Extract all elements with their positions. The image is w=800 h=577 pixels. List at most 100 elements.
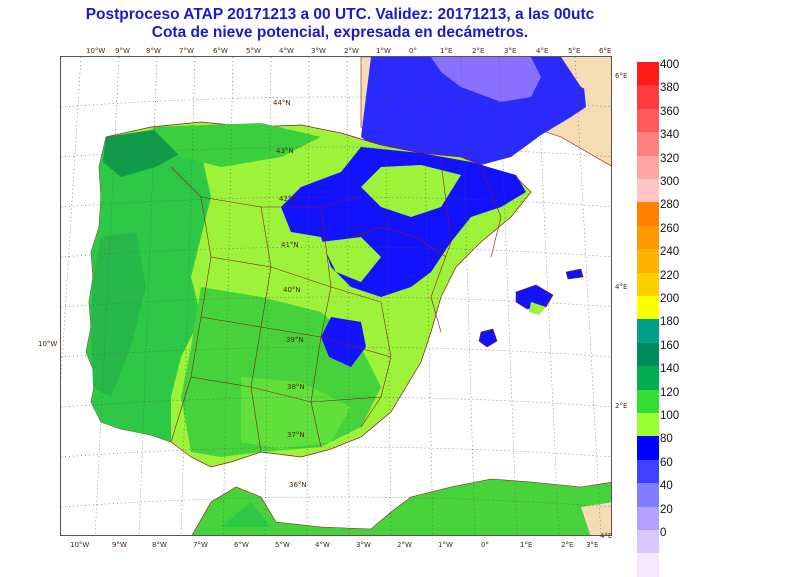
bottom-lon-label: 2°E — [561, 541, 574, 549]
colorbar-swatch — [637, 413, 659, 437]
colorbar-swatch — [637, 202, 659, 227]
colorbar-tick-label: 40 — [660, 480, 673, 493]
france-violet-zone — [431, 57, 541, 102]
colorbar-swatch — [637, 62, 659, 86]
top-lon-label: 1°W — [376, 47, 391, 55]
top-lon-label: 9°W — [115, 47, 130, 55]
ibiza — [478, 328, 498, 348]
colorbar-swatch — [637, 389, 659, 414]
colorbar-tick-label: 20 — [660, 503, 673, 516]
lat-label-36: 36°N — [289, 481, 307, 489]
colorbar-swatch — [637, 179, 659, 203]
lat-label-43: 43°N — [276, 147, 294, 155]
map-subtitle: Cota de nieve potencial, expresada en de… — [151, 24, 529, 41]
top-lon-label: 4°E — [536, 47, 549, 55]
bottom-lon-label: 9°W — [112, 541, 127, 549]
map-panel: 44°N 43°N 42°N 41°N 40°N 39°N 38°N 37°N … — [60, 56, 612, 536]
la-mancha-blue-zone — [321, 317, 366, 367]
colorbar-swatch — [637, 225, 659, 250]
colorbar-swatch — [637, 436, 659, 461]
colorbar-tick-label: 340 — [660, 129, 680, 142]
menorca — [565, 268, 584, 280]
colorbar-tick-label: 180 — [660, 316, 680, 329]
region-borders — [170, 160, 502, 453]
top-lon-label: 6°E — [599, 47, 612, 55]
graticule — [61, 57, 611, 535]
bottom-lon-label: 1°W — [438, 541, 453, 549]
top-lon-label: 7°W — [179, 47, 194, 55]
colorbar-swatch — [637, 319, 659, 344]
colorbar-swatch — [637, 85, 659, 110]
lat-label-38: 38°N — [287, 383, 305, 391]
right-lon-label: 2°E — [615, 402, 628, 410]
colorbar-tick-label: 240 — [660, 246, 680, 259]
colorbar — [637, 62, 659, 577]
colorbar-swatch — [637, 483, 659, 508]
colorbar-tick-label: 280 — [660, 199, 680, 212]
top-lon-label: 2°W — [344, 47, 359, 55]
colorbar-swatch — [637, 342, 659, 367]
colorbar-swatch — [637, 155, 659, 180]
bottom-lon-label: 6°W — [234, 541, 249, 549]
colorbar-tick-label: 0 — [660, 527, 667, 539]
colorbar-tick-label: 120 — [660, 386, 680, 399]
colorbar-tick-label: 200 — [660, 293, 680, 305]
left-lon-label: 10°W — [38, 340, 58, 348]
top-lon-label: 1°E — [440, 47, 453, 55]
bottom-lon-label: 4°W — [315, 541, 330, 549]
colorbar-swatch — [637, 272, 659, 297]
lat-label-44: 44°N — [273, 99, 291, 107]
top-lon-label: 10°W — [86, 47, 106, 55]
colorbar-tick-label: 360 — [660, 105, 680, 118]
colorbar-tick-label: 380 — [660, 82, 680, 95]
colorbar-swatch — [637, 530, 659, 554]
bottom-lon-label: 2°W — [397, 541, 412, 549]
top-lon-label: 6°W — [213, 47, 228, 55]
colorbar-swatch — [637, 296, 659, 320]
bottom-lon-label: 8°W — [152, 541, 167, 549]
colorbar-tick-label: 60 — [660, 456, 673, 469]
right-lon-label: 6°E — [615, 72, 628, 80]
bottom-lon-label: 0° — [481, 541, 489, 549]
colorbar-tick-label: 400 — [660, 59, 680, 71]
north-africa-land — [191, 478, 611, 535]
top-lon-label: 4°W — [279, 47, 294, 55]
colorbar-swatch — [637, 459, 659, 484]
top-lon-label: 8°W — [146, 47, 161, 55]
colorbar-tick-label: 80 — [660, 433, 673, 446]
lat-label-40: 40°N — [283, 286, 301, 294]
colorbar-swatch — [637, 132, 659, 157]
map-title: Postproceso ATAP 20171213 a 00 UTC. Vali… — [85, 6, 595, 23]
colorbar-tick-label: 320 — [660, 152, 680, 165]
colorbar-tick-label: 140 — [660, 363, 680, 376]
lat-label-42: 42°N — [279, 195, 297, 203]
colorbar-tick-label: 160 — [660, 339, 680, 352]
colorbar-tick-label: 300 — [660, 176, 680, 188]
bottom-lon-label: 3°W — [356, 541, 371, 549]
bottom-lon-label: 4°E — [600, 532, 613, 540]
lat-label-41: 41°N — [281, 241, 299, 249]
bottom-lon-label: 5°W — [275, 541, 290, 549]
colorbar-tick-label: 100 — [660, 410, 680, 422]
colorbar-swatch — [637, 108, 659, 133]
lat-label-37: 37°N — [287, 431, 305, 439]
colorbar-swatch — [637, 506, 659, 531]
top-lon-label: 3°E — [504, 47, 517, 55]
colorbar-swatch — [637, 366, 659, 391]
colorbar-tick-label: 260 — [660, 222, 680, 235]
top-lon-label: 3°W — [311, 47, 326, 55]
lat-label-39: 39°N — [286, 336, 304, 344]
top-lon-label: 0° — [409, 47, 417, 55]
bottom-lon-label: 7°W — [193, 541, 208, 549]
bottom-lon-label: 1°E — [520, 541, 533, 549]
colorbar-swatch — [637, 553, 659, 577]
top-lon-label: 5°E — [568, 47, 581, 55]
right-lon-label: 4°E — [615, 283, 628, 291]
bottom-lon-label: 3°E — [586, 541, 599, 549]
colorbar-swatch — [637, 249, 659, 274]
colorbar-tick-label: 220 — [660, 269, 680, 282]
bottom-lon-label: 10°W — [70, 541, 90, 549]
snow-level-map: 44°N 43°N 42°N 41°N 40°N 39°N 38°N 37°N … — [61, 57, 611, 535]
top-lon-label: 5°W — [246, 47, 261, 55]
top-lon-label: 2°E — [472, 47, 485, 55]
